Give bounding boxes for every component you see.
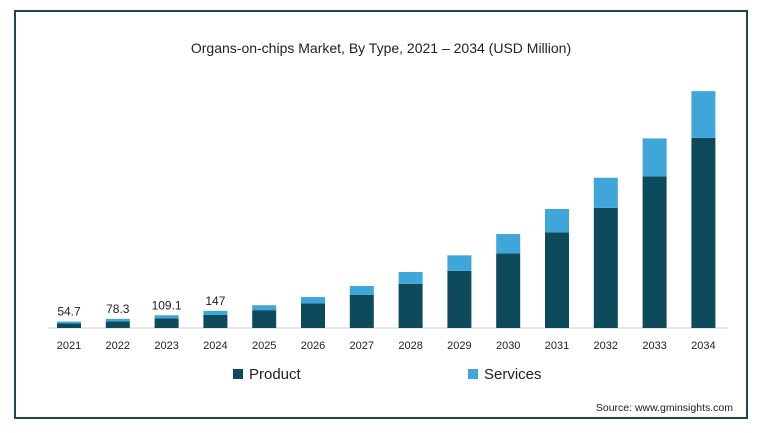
bar-services-2030 <box>496 234 521 254</box>
legend-swatch-product <box>233 369 243 379</box>
bar-product-2030 <box>496 253 521 328</box>
bar-services-2027 <box>349 286 374 295</box>
bar-product-2025 <box>252 310 277 328</box>
x-tick-2031: 2031 <box>545 340 569 352</box>
bar-product-2022 <box>105 321 130 328</box>
data-labels: 54.7 78.3 109.1 147 <box>57 294 225 319</box>
data-label-2023: 109.1 <box>152 298 182 312</box>
bar-services-2024 <box>203 310 228 315</box>
bar-services-2033 <box>642 138 667 177</box>
bar-product-2034 <box>691 137 716 328</box>
data-label-2021: 54.7 <box>57 305 81 319</box>
bar-services-2023 <box>154 315 179 319</box>
x-tick-2030: 2030 <box>496 340 520 352</box>
legend: Product Services <box>233 366 542 383</box>
x-tick-2029: 2029 <box>447 340 471 352</box>
bar-product-2032 <box>593 207 618 328</box>
x-tick-2023: 2023 <box>154 340 178 352</box>
data-label-2022: 78.3 <box>106 302 130 316</box>
x-tick-2026: 2026 <box>301 340 325 352</box>
bar-product-2028 <box>398 283 423 328</box>
bar-product-2021 <box>57 323 81 328</box>
legend-swatch-services <box>468 369 478 379</box>
bar-product-2029 <box>447 270 472 328</box>
x-tick-2024: 2024 <box>203 340 227 352</box>
bar-services-2022 <box>105 318 130 322</box>
x-tick-2025: 2025 <box>252 340 276 352</box>
bar-product-2031 <box>545 232 569 328</box>
x-tick-2021: 2021 <box>57 340 81 352</box>
x-tick-2034: 2034 <box>691 340 715 352</box>
x-tick-2027: 2027 <box>350 340 374 352</box>
bar-product-2027 <box>349 294 374 328</box>
data-label-2024: 147 <box>205 294 225 308</box>
bar-product-2026 <box>301 303 325 328</box>
chart-frame <box>14 10 748 419</box>
bar-services-2026 <box>301 296 325 304</box>
bar-services-2031 <box>545 209 569 233</box>
x-tick-2022: 2022 <box>106 340 130 352</box>
source-text: Source: www.gminsights.com <box>596 402 733 414</box>
bar-product-2033 <box>642 176 667 328</box>
chart-title: Organs-on-chips Market, By Type, 2021 – … <box>191 40 571 56</box>
x-tick-2032: 2032 <box>594 340 618 352</box>
bar-services-2021 <box>57 321 81 324</box>
bar-services-2032 <box>593 177 618 208</box>
legend-label-product: Product <box>249 366 302 383</box>
bars-group <box>57 91 716 328</box>
x-tick-2033: 2033 <box>642 340 666 352</box>
bar-services-2029 <box>447 255 472 271</box>
legend-label-services: Services <box>484 366 542 383</box>
x-tick-labels: 2021 2022 2023 2024 2025 2026 2027 2028 2029 2030… <box>57 340 716 352</box>
bar-services-2034 <box>691 91 716 138</box>
bar-services-2028 <box>398 272 423 284</box>
x-tick-2028: 2028 <box>398 340 422 352</box>
bar-product-2023 <box>154 318 179 328</box>
bar-services-2025 <box>252 305 277 311</box>
bar-product-2024 <box>203 314 228 328</box>
